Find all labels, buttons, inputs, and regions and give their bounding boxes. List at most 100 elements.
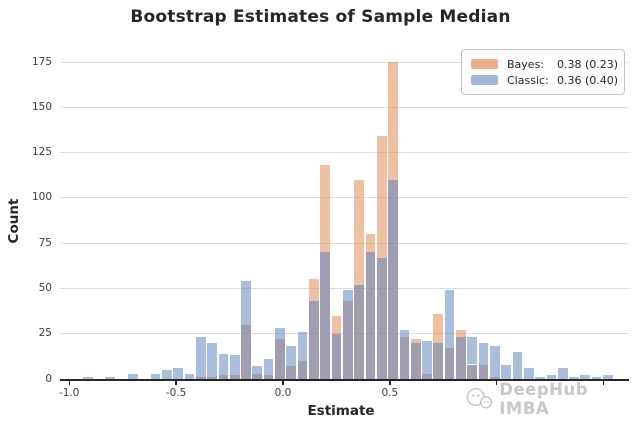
histogram-bar-bayes <box>331 315 342 334</box>
histogram-bar-overlap <box>422 373 432 379</box>
legend-value: 0.38 (0.23) <box>557 57 619 71</box>
histogram-bar-classic <box>195 337 206 378</box>
histogram-bar-overlap <box>275 339 285 379</box>
y-gridline <box>60 61 629 63</box>
histogram-bar-classic <box>275 328 285 340</box>
histogram-bar-overlap <box>241 324 251 379</box>
histogram-bar-classic <box>467 337 478 365</box>
histogram-bar-overlap <box>365 252 376 379</box>
classic-swatch-icon <box>471 75 498 85</box>
x-tick-mark <box>603 380 605 385</box>
histogram-bar-overlap <box>286 366 297 379</box>
histogram-bar-overlap <box>309 301 319 379</box>
y-tick-label: 25 <box>38 327 52 340</box>
histogram-bar-overlap <box>467 364 478 379</box>
histogram-bar-overlap <box>478 364 489 379</box>
histogram-bar-overlap <box>399 337 410 379</box>
legend-value: 0.36 (0.40) <box>557 73 619 87</box>
x-tick-mark <box>496 380 498 385</box>
histogram-bar-classic <box>297 331 308 361</box>
histogram-bar-classic <box>150 373 161 379</box>
legend-box: Bayes: 0.38 (0.23) Classic: 0.36 (0.40) <box>461 49 625 95</box>
x-tick-label: -1.0 <box>58 387 80 399</box>
histogram-bar-classic <box>512 351 523 379</box>
deephub-logo-icon <box>466 387 493 409</box>
x-tick-label: -0.5 <box>165 387 187 399</box>
histogram-bar-overlap <box>342 301 353 379</box>
y-tick-label: 175 <box>31 55 52 68</box>
histogram-bar-classic <box>422 340 432 374</box>
histogram-bar-overlap <box>252 373 263 379</box>
histogram-bar-classic <box>535 377 545 379</box>
y-tick-label: 50 <box>38 281 52 294</box>
histogram-bar-bayes <box>320 165 331 253</box>
legend-entry-classic: Classic: 0.36 (0.40) <box>471 72 619 88</box>
histogram-bar-overlap <box>489 377 500 379</box>
histogram-bar-overlap <box>195 377 206 379</box>
histogram-bar-overlap <box>444 348 455 379</box>
x-tick-mark <box>68 380 70 385</box>
histogram-bar-bayes <box>410 339 421 343</box>
y-tick-label: 125 <box>31 146 52 159</box>
x-tick-label: 0.5 <box>381 387 399 399</box>
histogram-bar-classic <box>229 355 240 376</box>
histogram-bar-overlap <box>376 257 387 379</box>
histogram-bar-classic <box>580 375 591 379</box>
x-tick-mark <box>175 380 177 385</box>
legend-label: Classic: <box>507 73 549 87</box>
histogram-bar-bayes <box>433 313 444 343</box>
histogram-bar-classic <box>82 377 93 379</box>
bayes-swatch-icon <box>471 59 498 69</box>
histogram-bar-classic <box>263 359 274 376</box>
y-tick-label: 100 <box>31 191 52 204</box>
histogram-bar-classic <box>207 342 217 378</box>
y-gridline <box>60 106 629 108</box>
histogram-bar-overlap <box>297 360 308 379</box>
histogram-bar-bayes <box>309 279 319 302</box>
watermark-text: DeepHub IMBA <box>499 380 589 418</box>
x-tick-mark <box>282 380 284 385</box>
histogram-bar-classic <box>444 290 455 349</box>
x-axis-label: Estimate <box>307 403 375 419</box>
histogram-bar-classic <box>128 373 138 379</box>
y-gridline <box>60 152 629 154</box>
x-tick-mark <box>389 380 391 385</box>
y-gridline <box>60 197 629 199</box>
x-axis-line <box>60 379 629 381</box>
histogram-bar-overlap <box>433 342 444 379</box>
histogram-bar-overlap <box>410 342 421 379</box>
histogram-bar-overlap <box>207 377 217 379</box>
legend-label: Bayes: <box>507 57 545 71</box>
histogram-bar-classic <box>569 377 579 379</box>
histogram-bar-overlap <box>229 375 240 379</box>
histogram-bar-bayes <box>365 234 376 253</box>
histogram-bar-bayes <box>388 62 398 180</box>
x-tick-label: 0.0 <box>274 387 292 399</box>
y-tick-label: 150 <box>31 100 52 113</box>
histogram-bar-classic <box>557 368 568 379</box>
histogram-bar-classic <box>241 281 251 325</box>
histogram-bar-overlap <box>263 375 274 379</box>
histogram-bar-overlap <box>218 375 229 379</box>
histogram-bar-classic <box>161 369 172 379</box>
histogram-bar-overlap <box>331 333 342 379</box>
histogram-bar-classic <box>603 375 613 379</box>
histogram-bar-classic <box>218 353 229 376</box>
histogram-bar-classic <box>184 373 195 379</box>
histogram-bar-classic <box>105 377 116 379</box>
y-tick-label: 75 <box>38 236 52 249</box>
histogram-bar-bayes <box>376 136 387 258</box>
histogram-bar-classic <box>546 375 557 379</box>
histogram-bar-classic <box>478 342 489 365</box>
histogram-bar-classic <box>399 330 410 338</box>
histogram-bar-overlap <box>320 252 331 379</box>
y-gridline <box>60 242 629 244</box>
histogram-bar-classic <box>501 364 511 379</box>
histogram-bar-classic <box>523 368 534 379</box>
histogram-bar-classic <box>286 346 297 367</box>
y-tick-label: 0 <box>45 372 52 385</box>
histogram-bar-overlap <box>354 284 364 379</box>
histogram-bar-overlap <box>456 337 466 379</box>
histogram-bar-overlap <box>388 179 398 379</box>
